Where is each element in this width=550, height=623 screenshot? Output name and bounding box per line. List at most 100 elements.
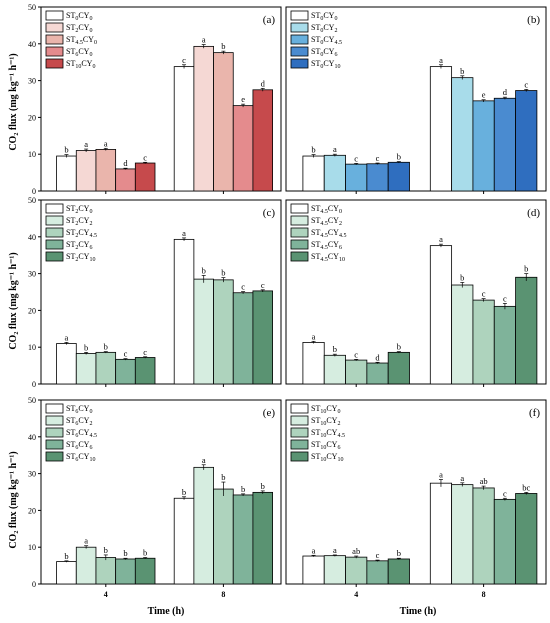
legend-label: ST0CY0 — [311, 11, 337, 22]
bar — [252, 491, 273, 585]
bar — [252, 290, 273, 385]
bar — [515, 90, 538, 192]
bar — [323, 555, 346, 585]
significance-letter: b — [202, 265, 206, 275]
legend-label: ST2CY0 — [66, 204, 92, 215]
legend-swatch — [45, 34, 64, 45]
significance-letter: c — [376, 153, 380, 163]
bar — [193, 45, 214, 192]
legend-label: ST2CY6 — [66, 240, 92, 251]
significance-letter: bc — [522, 482, 530, 492]
bar — [232, 292, 254, 385]
panel-tag: (c) — [263, 207, 276, 219]
legend-swatch — [290, 10, 309, 21]
legend-label: ST0CY0 — [66, 11, 92, 22]
significance-letter: a — [202, 455, 206, 465]
plot-frame — [285, 399, 547, 585]
bar — [493, 97, 516, 192]
significance-letter: b — [333, 344, 337, 354]
y-tick-label: 40 — [28, 40, 36, 49]
legend-label: ST4.5CY4.5 — [311, 228, 346, 239]
legend-swatch — [45, 215, 64, 226]
bar — [366, 560, 389, 585]
bar — [173, 66, 195, 192]
significance-letter: a — [439, 469, 443, 479]
legend-label: ST6CY0 — [66, 404, 92, 415]
x-tick-label: 4 — [354, 590, 358, 599]
panel-tag: (d) — [527, 207, 540, 219]
plot-frame — [285, 199, 547, 385]
legend-label: ST0CY10 — [311, 59, 340, 70]
bar — [366, 163, 389, 192]
significance-letter: c — [524, 79, 528, 89]
bar — [345, 359, 368, 385]
plot-frame — [40, 199, 282, 385]
legend-label: ST6CY0 — [66, 47, 92, 58]
significance-letter: b — [221, 472, 225, 482]
significance-letter: a — [104, 138, 108, 148]
legend-label: ST6CY2 — [66, 416, 92, 427]
bar — [252, 89, 273, 192]
significance-letter: b — [84, 342, 88, 352]
y-tick-label: 0 — [32, 580, 36, 589]
significance-letter: a — [312, 545, 316, 555]
bar — [115, 358, 136, 385]
legend-swatch — [45, 451, 64, 462]
legend-swatch — [45, 427, 64, 438]
significance-letter: d — [123, 158, 128, 168]
significance-letter: b — [182, 487, 186, 497]
legend-swatch — [290, 439, 309, 450]
legend-label: ST0CY4.5 — [311, 35, 342, 46]
bar — [429, 66, 453, 192]
significance-letter: c — [241, 282, 245, 292]
panel-a: 0 10 20 30 40 50 b a a d c c a b e d ST0CY0ST2CY0ST4.5CY… — [28, 3, 282, 196]
legend-swatch — [290, 427, 309, 438]
significance-letter: a — [312, 331, 316, 341]
significance-letter: ab — [480, 476, 488, 486]
legend-swatch — [45, 203, 64, 214]
y-tick-label: 30 — [28, 470, 36, 479]
significance-letter: e — [241, 94, 245, 104]
y-tick-label: 30 — [28, 270, 36, 279]
significance-letter: c — [354, 349, 358, 359]
legend-label: ST2CY4.5 — [66, 228, 97, 239]
legend-swatch — [290, 215, 309, 226]
significance-letter: b — [397, 342, 401, 352]
y-tick-label: 50 — [28, 3, 36, 12]
significance-letter: b — [221, 41, 225, 51]
y-tick-label: 10 — [28, 343, 36, 352]
plot-frame — [285, 6, 547, 192]
legend-swatch — [290, 22, 309, 33]
legend-label: ST0CY2 — [311, 23, 337, 34]
bar — [323, 354, 346, 385]
bar — [213, 488, 234, 585]
significance-letter: c — [503, 293, 507, 303]
bar — [56, 343, 77, 385]
legend-swatch — [290, 227, 309, 238]
significance-letter: c — [482, 289, 486, 299]
bar — [56, 155, 77, 192]
y-tick-label: 40 — [28, 433, 36, 442]
bar — [345, 556, 368, 585]
y-tick-label: 50 — [28, 396, 36, 405]
legend-swatch — [290, 403, 309, 414]
bar — [323, 154, 346, 192]
legend-label: ST4.5CY0 — [311, 204, 342, 215]
significance-letter: b — [104, 545, 108, 555]
y-axis-label-row-2: CO₂ flux (mg kg⁻¹ h⁻¹) — [8, 252, 19, 349]
legend-swatch — [45, 251, 64, 262]
legend-swatch — [45, 46, 64, 57]
y-tick-label: 10 — [28, 150, 36, 159]
significance-letter: a — [333, 545, 337, 555]
significance-letter: a — [439, 234, 443, 244]
x-tick-label: 8 — [221, 590, 225, 599]
significance-letter: b — [261, 481, 265, 491]
legend-label: ST4.5CY2 — [311, 216, 342, 227]
bar — [134, 557, 156, 585]
significance-letter: c — [143, 347, 147, 357]
bar — [193, 278, 214, 385]
bar — [193, 466, 214, 585]
